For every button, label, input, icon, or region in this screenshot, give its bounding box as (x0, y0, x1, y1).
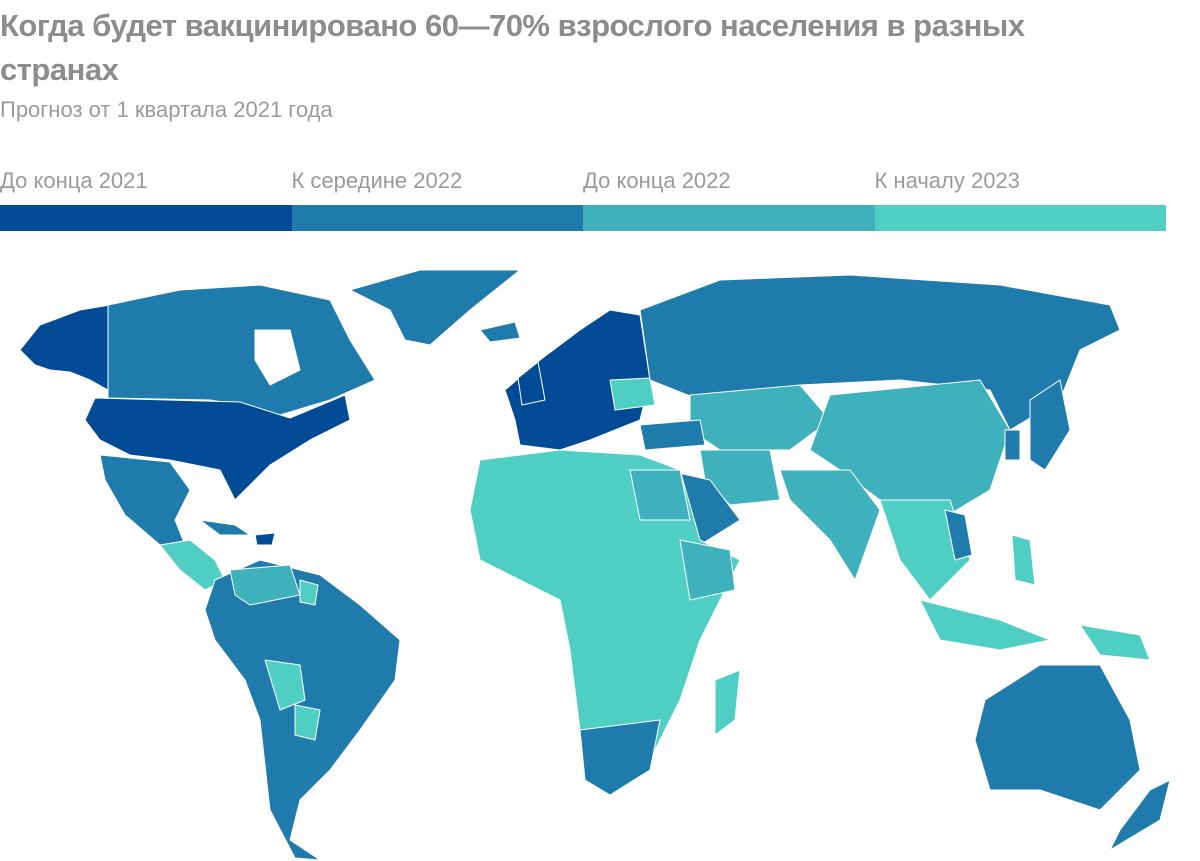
legend-item: До конца 2022 (583, 167, 875, 231)
region-madagascar (714, 669, 741, 736)
region-vietnam (944, 509, 973, 561)
region-paraguay (294, 704, 321, 741)
chart-title: Когда будет вакцинировано 60—70% взросло… (0, 8, 1025, 87)
region-guyana (299, 579, 319, 606)
region-ukraine (609, 377, 656, 411)
region-south-africa (579, 719, 661, 796)
legend: До конца 2021 К середине 2022 До конца 2… (0, 167, 1166, 231)
legend-label: До конца 2022 (583, 168, 731, 193)
region-caribbean (254, 532, 276, 546)
region-korea (1004, 429, 1021, 461)
legend-swatch (874, 205, 1166, 231)
legend-label: К началу 2023 (874, 168, 1020, 193)
region-papua (1079, 624, 1151, 661)
region-greenland (349, 269, 521, 346)
region-iceland (479, 321, 521, 343)
region-india (779, 469, 881, 581)
region-turkey (639, 419, 706, 451)
legend-swatch (0, 205, 292, 231)
legend-label: До конца 2021 (0, 168, 148, 193)
region-philippines (1011, 534, 1036, 586)
hudson-bay (254, 329, 301, 386)
legend-label: К середине 2022 (291, 168, 463, 193)
region-cuba (199, 519, 251, 536)
legend-item: К началу 2023 (874, 167, 1166, 231)
region-new-zealand (1109, 779, 1171, 851)
region-bolivia (264, 659, 306, 711)
region-ethiopia (679, 539, 736, 601)
region-canada (107, 284, 376, 416)
region-africa (469, 449, 741, 791)
region-mexico (99, 454, 191, 546)
region-usa (84, 394, 351, 501)
region-venezuela (229, 564, 301, 606)
legend-item: До конца 2021 (0, 167, 292, 231)
region-central-asia (689, 384, 831, 451)
chart-subtitle: Прогноз от 1 квартала 2021 года (0, 97, 333, 122)
region-alaska (19, 304, 111, 391)
region-iran (699, 449, 781, 506)
region-indonesia (919, 599, 1051, 651)
legend-item: К середине 2022 (291, 167, 583, 231)
legend-swatch (291, 205, 583, 231)
region-australia (974, 664, 1141, 811)
region-uk (517, 361, 546, 406)
region-japan (1029, 379, 1071, 471)
legend-swatch (583, 205, 875, 231)
region-egypt (629, 469, 691, 521)
